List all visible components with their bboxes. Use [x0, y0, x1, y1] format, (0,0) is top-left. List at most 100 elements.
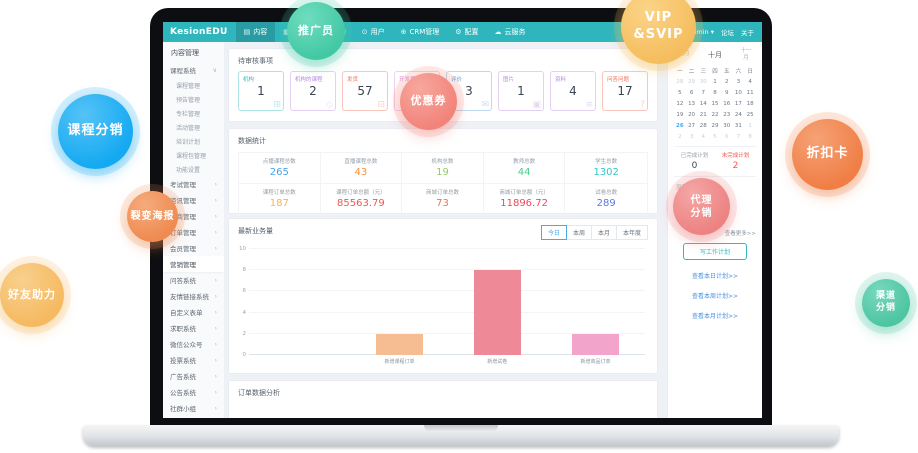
- plan-link-2[interactable]: 查看本周计划>>: [691, 292, 739, 300]
- sidebar-item-17[interactable]: 采集系统›: [163, 416, 224, 418]
- calendar-day[interactable]: 31: [734, 123, 742, 130]
- chart-bar-2: [473, 270, 522, 355]
- calendar-day[interactable]: 1: [748, 123, 752, 130]
- menu-item-4[interactable]: ⊙ 用户: [354, 22, 393, 42]
- sidebar-item-7[interactable]: 营销管理: [163, 256, 224, 272]
- tab-3[interactable]: 本月: [590, 225, 617, 240]
- calendar-day[interactable]: 12: [676, 101, 684, 108]
- calendar-day[interactable]: 28: [699, 123, 707, 130]
- calendar-day[interactable]: 21: [699, 112, 707, 119]
- sidebar-item-13[interactable]: 投票系统 ›: [163, 352, 224, 368]
- calendar-day[interactable]: 19: [676, 112, 684, 119]
- calendar-day[interactable]: 8: [713, 90, 717, 97]
- user-menu[interactable]: admin ▾: [688, 28, 714, 36]
- calendar-day[interactable]: 24: [734, 112, 742, 119]
- calendar-day[interactable]: 7: [736, 134, 741, 141]
- review-card-2[interactable]: 机构的课程 2 ◇: [290, 71, 336, 111]
- calendar-day[interactable]: 3: [736, 79, 741, 86]
- sidebar-item-6[interactable]: 会员管理 ›: [163, 240, 224, 256]
- menu-item-5[interactable]: ⊕ CRM管理: [393, 22, 448, 42]
- view-more-link[interactable]: 查看更多>>: [724, 230, 756, 237]
- menu-item-7[interactable]: ☁ 云服务: [487, 22, 534, 42]
- sidebar-item-16[interactable]: 社群小组 ›: [163, 400, 224, 416]
- sidebar-subitem-1[interactable]: 课程管理: [176, 82, 201, 90]
- review-card-7[interactable]: 资料 4 ≡: [550, 71, 596, 111]
- sidebar-item-8[interactable]: 问答系统 ›: [163, 272, 224, 288]
- sidebar-item-9[interactable]: 友情链接系统 ›: [163, 288, 224, 304]
- calendar-day[interactable]: 9: [724, 90, 729, 97]
- calendar-day[interactable]: 18: [746, 101, 754, 108]
- sidebar-subitem-5[interactable]: 培训计划: [176, 138, 201, 146]
- stat-cell-10: 试卷总数 289: [565, 184, 647, 214]
- sidebar-subitem-4[interactable]: 活动管理: [176, 124, 201, 132]
- calendar-day[interactable]: 15: [711, 101, 719, 108]
- sidebar-item-3[interactable]: 资讯管理 ›: [163, 192, 224, 208]
- calendar-day[interactable]: 4: [748, 79, 752, 86]
- tab-1[interactable]: 今日: [540, 225, 567, 240]
- topbar-link-2[interactable]: 关于: [741, 29, 754, 37]
- calendar-day[interactable]: 29: [711, 123, 719, 130]
- stat-cell-2: 直播课程总数 43: [320, 153, 403, 184]
- calendar-day[interactable]: 6: [724, 134, 729, 141]
- calendar-next-month[interactable]: 十一 月: [740, 48, 752, 61]
- menu-item-1[interactable]: ▤ 内容: [235, 22, 276, 42]
- review-card-label: 资料: [555, 77, 567, 83]
- sidebar-item-1[interactable]: 课程系统 ∨: [163, 62, 224, 78]
- plan-link-3[interactable]: 查看本月计划>>: [691, 312, 739, 320]
- sidebar-subitem-3[interactable]: 专栏管理: [176, 110, 201, 118]
- tab-4[interactable]: 本年度: [615, 225, 648, 240]
- calendar-day[interactable]: 29: [688, 79, 696, 86]
- calendar-day[interactable]: 17: [734, 101, 742, 108]
- sidebar-item-5[interactable]: 订单管理 ›: [163, 224, 224, 240]
- sidebar-item-15[interactable]: 公告系统 ›: [163, 384, 224, 400]
- calendar-day[interactable]: 23: [723, 112, 731, 119]
- calendar-day[interactable]: 2: [678, 134, 682, 141]
- topbar-link-1[interactable]: 论坛: [721, 29, 734, 37]
- sidebar-item-2[interactable]: 考试管理 ›: [163, 176, 224, 192]
- review-card-1[interactable]: 机构 1 ⊞: [238, 71, 284, 111]
- calendar-day[interactable]: 28: [676, 79, 684, 86]
- menu-item-6[interactable]: ⚙ 配置: [447, 22, 486, 42]
- calendar-day[interactable]: 7: [701, 90, 706, 97]
- sidebar-item-11[interactable]: 求职系统 ›: [163, 320, 224, 336]
- calendar-day[interactable]: 5: [678, 90, 682, 97]
- calendar-day[interactable]: 5: [713, 134, 717, 141]
- sidebar-item-label: 求职系统: [170, 325, 196, 333]
- app-window: KesionEDU ▤内容▦订单✉互动⊙用户⊕CRM管理⚙配置☁云服务 ↻ ad…: [163, 22, 762, 418]
- calendar-day[interactable]: 22: [711, 112, 719, 119]
- review-card-3[interactable]: 发货 57 ⊟: [342, 71, 388, 111]
- review-card-6[interactable]: 图片 1 ▣: [498, 71, 544, 111]
- calendar-day[interactable]: 13: [688, 101, 696, 108]
- calendar-day[interactable]: 27: [688, 123, 696, 130]
- review-card-8[interactable]: 问答问题 17?: [602, 71, 648, 111]
- sidebar-item-12[interactable]: 微信公众号 ›: [163, 336, 224, 352]
- plan-link-1[interactable]: 查看本日计划>>: [691, 272, 739, 280]
- bar-chart: 0 2 4 6 8 10 新增课程订单 新增试卷 新增商品订单: [239, 246, 645, 365]
- calendar-day[interactable]: 2: [724, 79, 729, 86]
- calendar-day[interactable]: 16: [723, 101, 731, 108]
- sidebar-subitem-2[interactable]: 预告管理: [176, 96, 201, 104]
- menu-item-label: 云服务: [504, 28, 526, 36]
- calendar-day[interactable]: 25: [746, 112, 754, 119]
- sidebar-item-4[interactable]: 电商管理 ›: [163, 208, 224, 224]
- sidebar-subitem-6[interactable]: 课程包管理: [176, 152, 207, 160]
- calendar-prev-month[interactable]: 九月: [678, 51, 690, 58]
- calendar-day[interactable]: 11: [746, 90, 754, 97]
- sidebar-subitem-7[interactable]: 功能设置: [176, 166, 201, 174]
- panel-title: 数据统计: [238, 137, 266, 145]
- calendar-day[interactable]: 3: [689, 134, 694, 141]
- calendar-day-selected[interactable]: 26: [676, 123, 684, 130]
- calendar-day[interactable]: 30: [723, 123, 731, 130]
- calendar-day[interactable]: 1: [713, 79, 717, 86]
- tab-2[interactable]: 本周: [565, 225, 592, 240]
- calendar-day[interactable]: 10: [734, 90, 742, 97]
- calendar-day[interactable]: 30: [699, 79, 707, 86]
- calendar-day[interactable]: 4: [701, 134, 706, 141]
- write-plan-button[interactable]: 写工作计划: [683, 242, 747, 260]
- sidebar-item-14[interactable]: 广告系统 ›: [163, 368, 224, 384]
- calendar-day[interactable]: 14: [699, 101, 707, 108]
- sidebar-item-10[interactable]: 自定义表单 ›: [163, 304, 224, 320]
- calendar-day[interactable]: 6: [689, 90, 694, 97]
- calendar-day[interactable]: 8: [748, 134, 752, 141]
- calendar-day[interactable]: 20: [688, 112, 696, 119]
